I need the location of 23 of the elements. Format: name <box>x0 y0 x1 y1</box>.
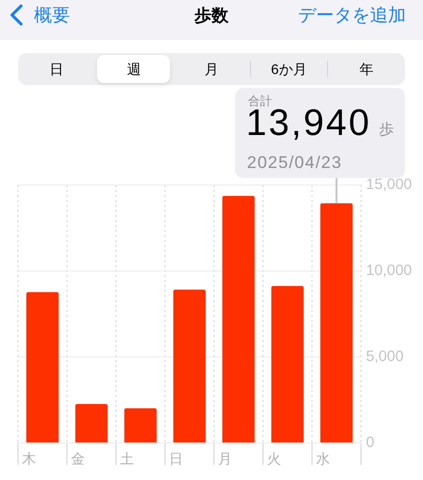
bar <box>173 290 206 442</box>
navigation-bar: 概要 歩数 データを追加 <box>0 0 423 40</box>
y-tick-label: 10,000 <box>366 262 412 280</box>
x-tick-label: 金 <box>71 450 85 466</box>
x-tick-label: 火 <box>267 450 281 466</box>
text: 歩 <box>379 121 394 138</box>
x-tick-label: 土 <box>120 450 134 466</box>
bar <box>222 196 255 442</box>
bar <box>320 203 353 442</box>
x-tick-label: 水 <box>316 450 330 466</box>
bar <box>271 286 304 442</box>
bar <box>124 408 157 442</box>
x-tick-label: 木 <box>22 450 36 466</box>
x-tick-label: 月 <box>218 450 232 466</box>
text: 2025/04/23 <box>247 153 342 172</box>
chart-title: 歩数 <box>194 6 228 25</box>
segmented-control: 日 週 月 6か月 年 <box>18 53 405 85</box>
y-tick-label: 5,000 <box>366 348 404 366</box>
x-tick-label: 日 <box>169 450 183 466</box>
y-tick-label: 15,000 <box>366 176 412 194</box>
y-tick-label: 0 <box>366 434 374 452</box>
bar <box>75 404 108 442</box>
bar <box>26 292 59 442</box>
